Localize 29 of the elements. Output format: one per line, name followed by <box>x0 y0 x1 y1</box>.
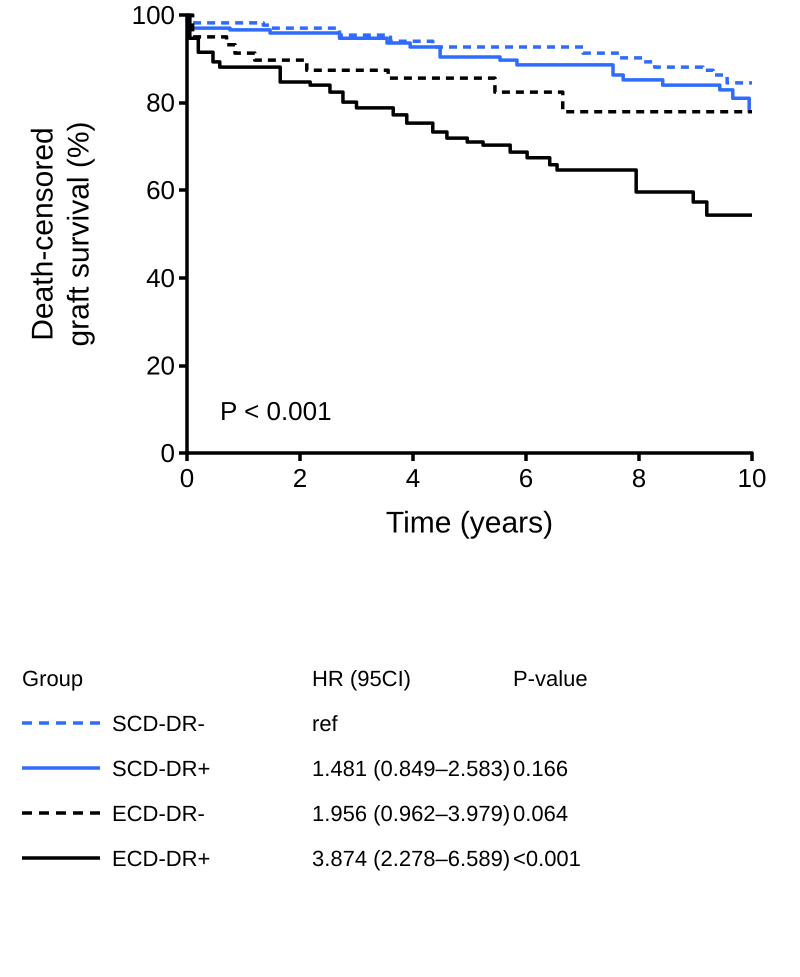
text: HR (95CI) <box>312 666 412 692</box>
x-tick-label: 0 <box>180 463 194 493</box>
text: Group <box>22 666 84 692</box>
y-tick-label: 20 <box>146 350 175 380</box>
text: 1.956 (0.962–3.979) <box>312 801 510 827</box>
text: 3.874 (2.278–6.589) <box>312 846 510 872</box>
text: <0.001 <box>513 846 581 872</box>
y-tick-label: 80 <box>146 88 175 118</box>
y-tick-label: 40 <box>146 262 175 293</box>
text: 0.064 <box>513 801 568 827</box>
y-tick-label: 100 <box>132 0 175 30</box>
x-tick-label: 6 <box>518 463 534 493</box>
y-tick-label: 60 <box>146 175 175 206</box>
x-tick-label: 4 <box>406 463 420 493</box>
text: ref <box>312 711 338 737</box>
y-tick-label: 0 <box>160 438 175 468</box>
legend-label: ECD-DR+ <box>112 846 210 872</box>
text: 1.481 (0.849–2.583) <box>312 756 510 782</box>
x-tick-label: 8 <box>632 463 646 493</box>
x-tick-label: 2 <box>292 463 308 493</box>
x-tick-label: 10 <box>738 463 766 493</box>
x-axis-title: Time (years) <box>386 506 554 540</box>
y-axis-title: Death-censored graft survival (%) <box>26 121 96 347</box>
legend-label: ECD-DR- <box>112 801 205 827</box>
legend-label: SCD-DR+ <box>112 756 210 782</box>
annotation: P < 0.001 <box>220 396 332 426</box>
text: P-value <box>513 666 588 692</box>
text: 0.166 <box>513 756 568 782</box>
legend-label: SCD-DR- <box>112 711 205 737</box>
